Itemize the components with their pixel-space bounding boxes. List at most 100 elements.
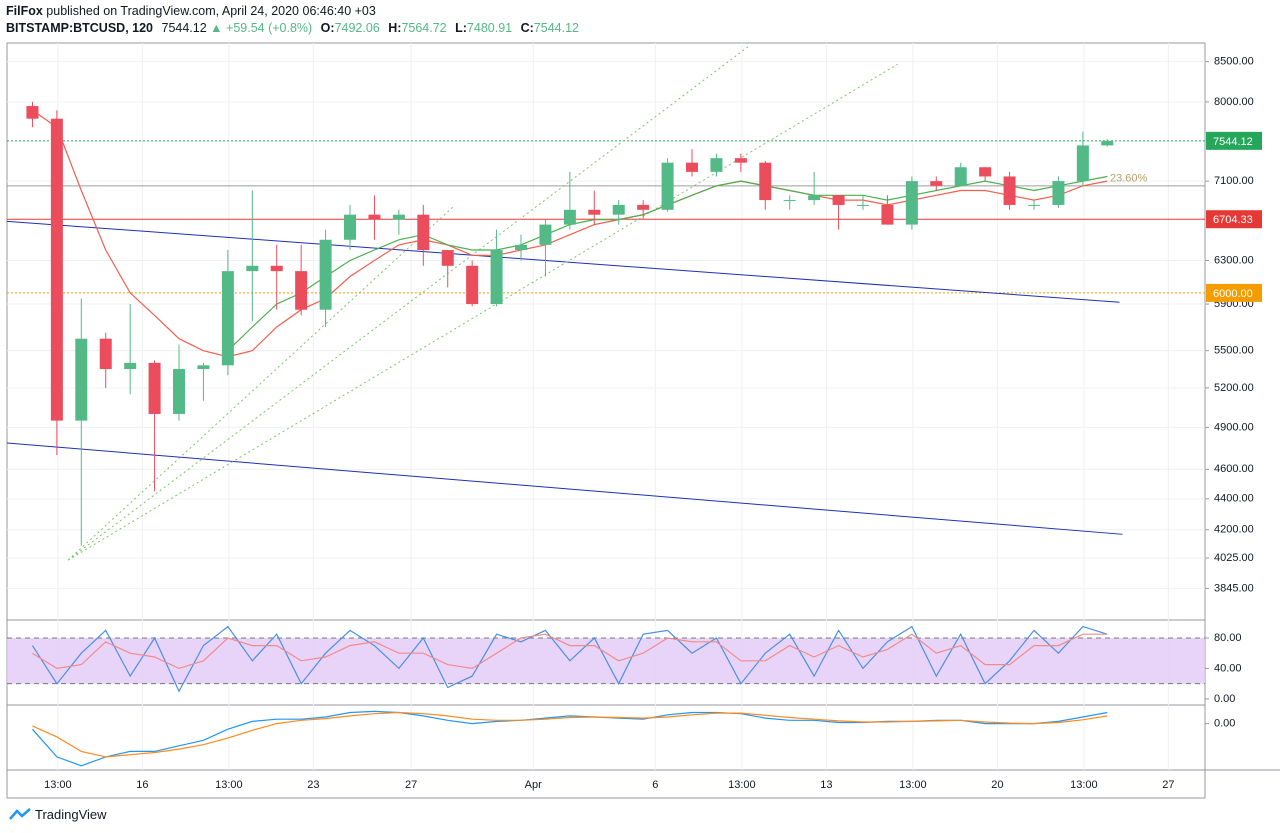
candle-body [857, 204, 870, 206]
y-tick-label: 8000.00 [1214, 96, 1254, 108]
y-tick-label: 6300.00 [1214, 254, 1254, 266]
y-tick-label: 4900.00 [1214, 421, 1254, 433]
trend-line [67, 63, 898, 561]
x-tick-label: 20 [991, 779, 1003, 791]
candle-body [515, 244, 528, 251]
c-value: 7544.12 [533, 21, 579, 35]
candle-body [612, 204, 625, 215]
o-label: O: [320, 21, 335, 35]
candle-body [539, 224, 552, 245]
candle-body [75, 338, 88, 421]
x-tick-label: 27 [1162, 779, 1174, 791]
candle-body [1028, 204, 1041, 206]
candle-body [954, 167, 967, 186]
l-label: L: [455, 21, 467, 35]
candle-body [881, 204, 894, 225]
candle-body [1076, 145, 1089, 182]
candle-body [759, 162, 772, 201]
candle-body [588, 209, 601, 215]
x-tick-label: 13:00 [1070, 779, 1098, 791]
candle-body [50, 118, 63, 421]
y-tick-label: 3845.00 [1214, 582, 1254, 594]
x-tick-label: 27 [405, 779, 417, 791]
candle-body [1003, 176, 1016, 205]
candle-body [99, 338, 112, 370]
quote-line: BITSTAMP:BTCUSD, 120 7544.12 ▲ +59.54 (+… [6, 20, 579, 37]
x-tick-label: 13:00 [899, 779, 927, 791]
candle-body [124, 362, 137, 370]
frame [6, 42, 1206, 799]
candle-body [661, 162, 674, 210]
h-value: 7564.72 [401, 21, 447, 35]
y-tick-label: 5500.00 [1214, 345, 1254, 357]
o-value: 7492.06 [334, 21, 380, 35]
brand: TradingView [35, 806, 107, 822]
candle-body [295, 271, 308, 310]
candle-body [490, 250, 503, 305]
published: published on TradingView.com, April 24, … [46, 4, 376, 18]
candle-body [270, 265, 283, 272]
price-label-bg [1206, 131, 1262, 150]
price-label: 6704.33 [1213, 214, 1253, 226]
x-tick-label: 6 [652, 779, 658, 791]
header: FilFox published on TradingView.com, Apr… [6, 3, 579, 37]
candle-body [710, 158, 723, 172]
trend-line [6, 220, 1120, 303]
candle-body [417, 214, 430, 251]
annotation: 23.60% [1110, 173, 1148, 185]
price-label-bg [1206, 283, 1262, 302]
price-label: 7544.12 [1213, 136, 1253, 148]
candle-body [246, 265, 259, 272]
candle-body [392, 214, 405, 220]
candle-body [563, 209, 576, 225]
candle-body [368, 214, 381, 220]
macd-line [31, 710, 1108, 767]
trend-line [67, 44, 751, 561]
candle-body [148, 362, 161, 414]
x-tick-label: 13:00 [728, 779, 756, 791]
candle-body [832, 195, 845, 205]
publish-line: FilFox published on TradingView.com, Apr… [6, 3, 579, 20]
moving-average [32, 109, 1108, 358]
author: FilFox [6, 4, 43, 18]
logo [9, 808, 31, 820]
y-tick-label: 7100.00 [1214, 175, 1254, 187]
x-tick-label: Apr [525, 779, 542, 791]
footer: TradingView [8, 806, 107, 822]
y-tick-label: 8500.00 [1214, 56, 1254, 68]
candle-body [221, 271, 234, 366]
y-tick-label: 0.00 [1214, 693, 1235, 705]
candle-body [930, 181, 943, 186]
x-tick-label: 13:00 [215, 779, 243, 791]
h-label: H: [388, 21, 402, 35]
candle-body [905, 181, 918, 225]
candle-body [783, 200, 796, 202]
change: ▲ +59.54 (+0.8%) [210, 21, 313, 35]
oscillator-line [32, 633, 1108, 670]
candle-body [319, 239, 332, 310]
y-tick-label: 0.00 [1214, 718, 1235, 730]
candle-body [26, 106, 39, 119]
oscillator-line [31, 625, 1108, 693]
candle-body [197, 365, 210, 370]
c-label: C: [520, 21, 534, 35]
price-label-bg [1206, 210, 1262, 229]
candle-body [344, 214, 357, 240]
candle-body [808, 195, 821, 201]
y-tick-label: 5200.00 [1214, 382, 1254, 394]
x-tick-label: 16 [136, 779, 148, 791]
x-tick-label: 13:00 [44, 779, 72, 791]
y-tick-label: 80.00 [1214, 632, 1242, 644]
symbol: BITSTAMP:BTCUSD, 120 [6, 21, 154, 35]
candle-body [1052, 181, 1065, 205]
candle-body [1101, 140, 1114, 146]
candle-body [466, 265, 479, 305]
candle-body [637, 204, 650, 210]
price-label: 6000.00 [1213, 288, 1253, 300]
y-tick-label: 4600.00 [1214, 463, 1254, 475]
y-tick-label: 40.00 [1214, 662, 1242, 674]
candle-body [441, 250, 454, 266]
trend-line [6, 442, 1123, 535]
y-tick-label: 4400.00 [1214, 493, 1254, 505]
